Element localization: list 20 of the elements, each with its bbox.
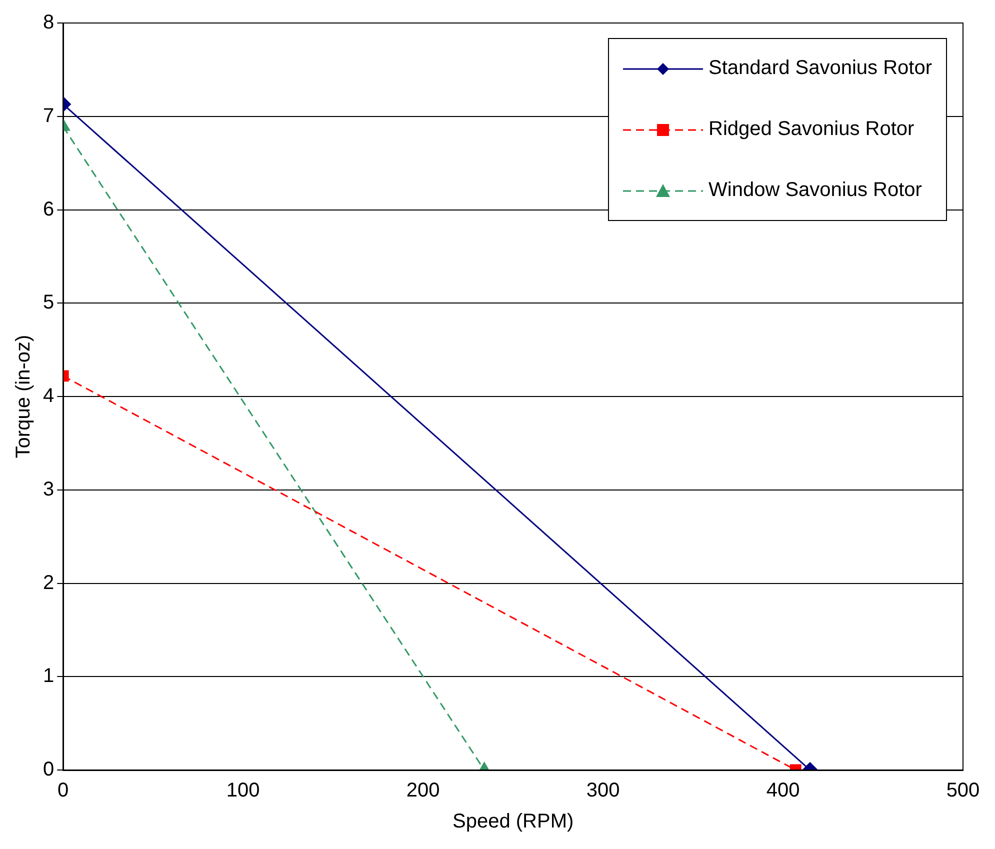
y-tick-label: 6 (43, 198, 54, 220)
y-tick-label: 4 (43, 385, 54, 408)
x-tick-label: 0 (58, 780, 69, 802)
x-axis-title: Speed (RPM) (452, 810, 574, 833)
y-tick-label: 8 (43, 12, 54, 34)
y-tick-label: 1 (43, 665, 54, 688)
x-tick-label: 200 (406, 780, 440, 802)
x-tick-label: 100 (226, 780, 260, 802)
legend-label: Standard Savonius Rotor (708, 57, 932, 80)
x-tick-label: 500 (946, 780, 980, 802)
y-tick-label: 7 (43, 104, 54, 127)
y-tick-label: 5 (43, 292, 54, 314)
y-tick-label: 0 (43, 758, 54, 781)
y-axis-title: Torque (in-oz) (12, 334, 35, 458)
y-tick-label: 3 (43, 478, 54, 500)
x-tick-label: 300 (586, 780, 620, 802)
legend-label: Ridged Savonius Rotor (708, 118, 914, 141)
y-tick-label: 2 (43, 572, 54, 594)
legend-label: Window Savonius Rotor (708, 179, 922, 202)
x-tick-label: 400 (766, 780, 800, 802)
